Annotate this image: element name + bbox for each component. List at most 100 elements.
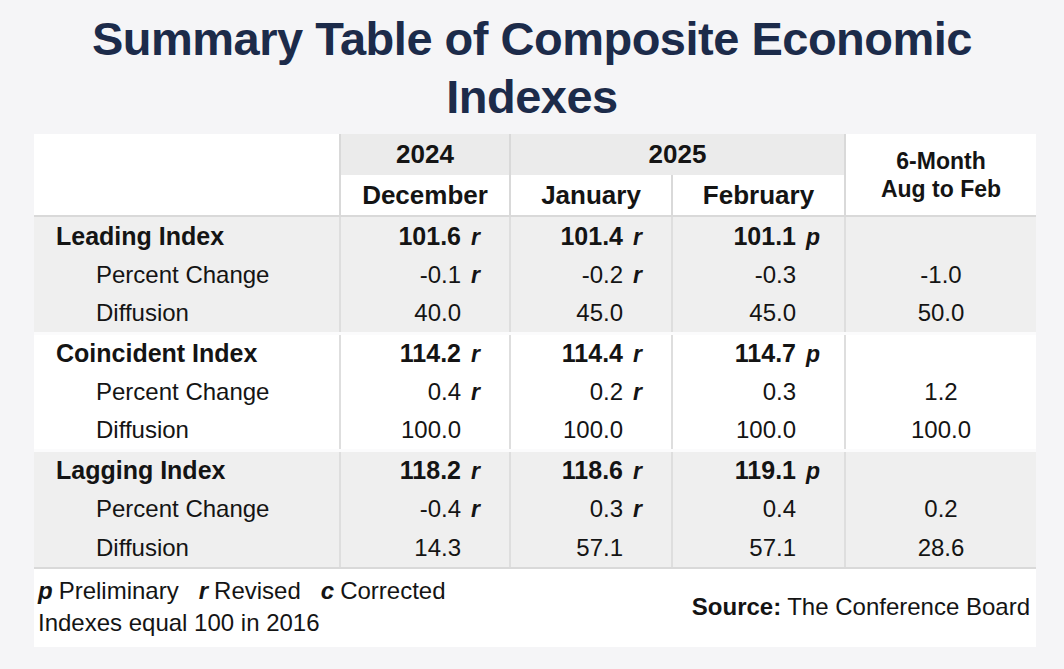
revision-flag: r bbox=[461, 379, 493, 406]
table-row: Percent Change-0.1r-0.2r-0.3-1.0 bbox=[34, 255, 1036, 294]
six-month-value-cell: 28.6 bbox=[845, 528, 1036, 567]
legend-item-corrected: cCorrected bbox=[321, 575, 446, 607]
value-cell: 57.1 bbox=[510, 528, 672, 567]
value-cell: 101.4r bbox=[510, 216, 672, 255]
sub-row-label-cell: Diffusion bbox=[34, 294, 340, 333]
value-cell: 114.4r bbox=[510, 333, 672, 372]
table-row: Leading Index101.6r101.4r101.1p bbox=[34, 216, 1036, 255]
value: 114.4 bbox=[562, 339, 623, 368]
revision-flag: r bbox=[461, 458, 493, 485]
value-cell: 114.7p bbox=[672, 333, 845, 372]
legend-symbol-r: r bbox=[199, 577, 214, 604]
source-text: The Conference Board bbox=[787, 593, 1030, 620]
legend-text-revised: Revised bbox=[214, 577, 301, 604]
six-month-value-cell: 0.2 bbox=[845, 489, 1036, 528]
six-month-value-cell: 1.2 bbox=[845, 372, 1036, 411]
revision-flag: p bbox=[796, 224, 828, 251]
index-name-cell: Coincident Index bbox=[34, 333, 340, 372]
header-six-month: 6-Month Aug to Feb bbox=[845, 134, 1036, 216]
six-month-value: 28.6 bbox=[918, 534, 965, 561]
revision-flag: r bbox=[461, 496, 493, 523]
value: -0.3 bbox=[755, 261, 796, 289]
value: 100.0 bbox=[563, 416, 623, 444]
six-month-value: 0.2 bbox=[924, 495, 957, 522]
revision-flag: r bbox=[623, 379, 655, 406]
legend-item-revised: rRevised bbox=[199, 575, 301, 607]
value-cell: 101.1p bbox=[672, 216, 845, 255]
value-cell: 0.4r bbox=[340, 372, 510, 411]
six-month-value: 100.0 bbox=[911, 416, 971, 443]
table-footnote-bar: pPreliminary rRevised cCorrected Indexes… bbox=[34, 567, 1036, 647]
page-title-line1: Summary Table of Composite Economic bbox=[92, 12, 972, 65]
value: -0.4 bbox=[420, 495, 461, 523]
table-row: Coincident Index114.2r114.4r114.7p bbox=[34, 333, 1036, 372]
header-month-february: February bbox=[672, 175, 845, 216]
value: 57.1 bbox=[576, 534, 623, 562]
six-month-value-cell: 100.0 bbox=[845, 411, 1036, 450]
value: 100.0 bbox=[736, 416, 796, 444]
value-cell: -0.2r bbox=[510, 255, 672, 294]
value: 40.0 bbox=[414, 299, 461, 327]
legend-symbol-c: c bbox=[321, 577, 340, 604]
source: Source:The Conference Board bbox=[692, 593, 1030, 621]
revision-flag: p bbox=[796, 341, 828, 368]
six-month-value: -1.0 bbox=[920, 261, 961, 288]
value: -0.1 bbox=[420, 261, 461, 289]
sub-row-label-cell: Diffusion bbox=[34, 411, 340, 450]
value: 0.4 bbox=[428, 378, 461, 406]
page-title: Summary Table of Composite EconomicIndex… bbox=[0, 0, 1064, 126]
legend-text-preliminary: Preliminary bbox=[59, 577, 179, 604]
revision-flag: r bbox=[623, 341, 655, 368]
index-name-cell: Lagging Index bbox=[34, 450, 340, 489]
value: -0.2 bbox=[582, 261, 623, 289]
value: 119.1 bbox=[735, 456, 796, 485]
table-row: Percent Change-0.4r0.3r0.40.2 bbox=[34, 489, 1036, 528]
value: 118.6 bbox=[562, 456, 623, 485]
table-row: Diffusion 40.0 45.045.0 50.0 bbox=[34, 294, 1036, 333]
value-cell: 45.0 bbox=[672, 294, 845, 333]
page-title-line2: Indexes bbox=[446, 70, 618, 123]
page: Summary Table of Composite EconomicIndex… bbox=[0, 0, 1064, 669]
six-month-value: 50.0 bbox=[918, 299, 965, 326]
value-cell: 100.0 bbox=[510, 411, 672, 450]
footnote-base-year: Indexes equal 100 in 2016 bbox=[38, 607, 446, 639]
value-cell: 0.3 bbox=[672, 372, 845, 411]
value-cell: 45.0 bbox=[510, 294, 672, 333]
legend-item-preliminary: pPreliminary bbox=[38, 575, 179, 607]
table-row: Diffusion100.0100.0100.0100.0 bbox=[34, 411, 1036, 450]
sub-row-label-cell: Percent Change bbox=[34, 489, 340, 528]
revision-flag: r bbox=[461, 224, 493, 251]
value-cell: -0.1r bbox=[340, 255, 510, 294]
value-cell: 14.3 bbox=[340, 528, 510, 567]
value: 0.4 bbox=[763, 495, 796, 523]
six-month-value-cell bbox=[845, 333, 1036, 372]
table-header: 2024 2025 6-Month Aug to Feb December Ja… bbox=[34, 134, 1036, 216]
source-label: Source: bbox=[692, 593, 787, 620]
row-label: Percent Change bbox=[96, 378, 269, 405]
footnote-legend: pPreliminary rRevised cCorrected bbox=[38, 575, 446, 607]
value: 114.2 bbox=[400, 339, 461, 368]
summary-table: 2024 2025 6-Month Aug to Feb December Ja… bbox=[34, 134, 1036, 567]
value: 118.2 bbox=[400, 456, 461, 485]
value: 114.7 bbox=[735, 339, 796, 368]
revision-flag: r bbox=[623, 262, 655, 289]
table-row: Percent Change0.4r0.2r0.31.2 bbox=[34, 372, 1036, 411]
header-year-row: 2024 2025 6-Month Aug to Feb bbox=[34, 134, 1036, 175]
header-year-2025: 2025 bbox=[510, 134, 845, 175]
sub-row-label-cell: Percent Change bbox=[34, 372, 340, 411]
row-label: Diffusion bbox=[96, 299, 189, 326]
row-label: Diffusion bbox=[96, 416, 189, 443]
row-label: Percent Change bbox=[96, 261, 269, 288]
revision-flag: r bbox=[461, 341, 493, 368]
row-label: Diffusion bbox=[96, 534, 189, 561]
value-cell: 100.0 bbox=[672, 411, 845, 450]
table-row: Diffusion14.357.157.128.6 bbox=[34, 528, 1036, 567]
header-six-month-line2: Aug to Feb bbox=[846, 175, 1036, 203]
value-cell: 114.2r bbox=[340, 333, 510, 372]
value: 0.2 bbox=[590, 378, 623, 406]
revision-flag: r bbox=[623, 496, 655, 523]
header-corner-cell bbox=[34, 134, 340, 175]
table-body: Leading Index101.6r101.4r101.1pPercent C… bbox=[34, 216, 1036, 567]
revision-flag: p bbox=[796, 458, 828, 485]
value-cell: 0.2r bbox=[510, 372, 672, 411]
